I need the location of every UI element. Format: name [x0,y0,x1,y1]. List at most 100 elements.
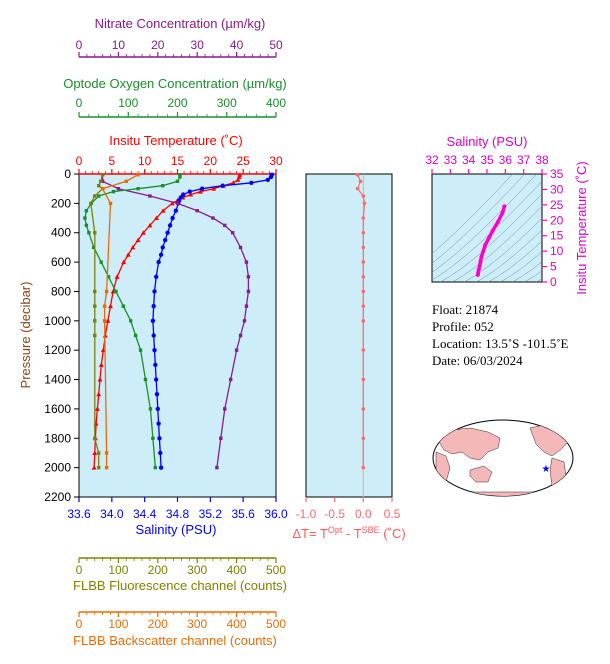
pressure-tick-label: 0 [64,167,71,181]
delta-point [361,436,366,441]
backscatter-tick-label: 200 [148,617,168,631]
ts-temperature-tick-label: 30 [550,182,564,196]
oxygen-axis-label: Optode Oxygen Concentration (µm/kg) [63,76,287,91]
temperature-point [230,180,236,185]
temperature-point [108,303,114,309]
ts-temperature-tick-label: 0 [550,275,557,289]
salinity-tick-label: 33.6 [67,507,91,521]
ts-isopycnal-curve [432,174,538,273]
salinity-point [153,274,159,279]
salinity-point [167,223,173,228]
backscatter-axis-label: FLBB Backscatter channel (counts) [73,633,277,648]
ts-salinity-axis-label: Salinity (PSU) [447,134,528,149]
delta-point [361,289,366,294]
ts-isopycnals [432,174,542,282]
salinity-point [150,318,156,324]
fluorescence-point [93,319,97,323]
salinity-point [181,192,186,197]
nitrate-point [234,348,239,352]
ts-temperature-tick-label: 25 [550,198,564,212]
backscatter-point [108,201,113,206]
temperature-point [121,259,127,265]
backscatter-point [124,179,128,184]
temperature-point [105,318,111,323]
pressure-tick-label: 2200 [44,490,71,504]
pressure-tick-label: 800 [51,284,71,298]
delta-tick-label: 0.5 [384,507,401,521]
backscatter-point [100,186,105,191]
delta-point [355,172,360,177]
nitrate-point [228,377,233,382]
salinity-point [156,421,161,426]
salinity-point [156,259,161,265]
ts-salinity-tick-label: 32 [425,153,439,167]
float-location-marker: ★ [542,464,551,475]
backscatter-tick-label: 400 [227,617,247,631]
profile-number: Profile: 052 [432,319,494,334]
ts-isopycnal-curve [432,174,526,264]
location: Location: 13.5˚S -101.5˚E [432,336,569,351]
salinity-point [173,208,179,213]
salinity-point [160,245,165,250]
salinity-point [249,180,254,186]
ts-isopycnal-curve [511,261,542,282]
salinity-tick-label: 36.0 [264,507,288,521]
nitrate-point [195,209,199,213]
pressure-tick-label: 2000 [44,461,71,475]
backscatter-point [136,173,140,177]
ts-panel-background [431,173,543,283]
fluorescence-point [93,289,97,294]
temperature-point [140,230,146,235]
pressure-tick-label: 1800 [44,431,71,445]
salinity-point [155,406,160,412]
delta-point [361,216,366,220]
ts-isopycnal-curve [499,251,542,282]
salinity-point [199,186,205,191]
salinity-point [157,436,162,441]
ts-isopycnal-curve [451,205,542,282]
temperature-point [153,215,159,221]
oxygen-tick-label: 0 [76,96,83,110]
delta-panel-background [305,173,393,498]
oxygen-point [106,275,111,279]
ts-point [500,210,505,215]
ts-temperature-tick-label: 20 [550,213,564,227]
world-map: ★ [432,419,574,497]
delta-tick-label: -0.5 [324,507,345,521]
temperature-tick-label: 15 [171,154,185,168]
salinity-point [158,450,163,456]
pressure-axis-label: Pressure (decibar) [18,282,33,389]
temperature-point [96,391,102,397]
ts-isopycnal-curve [487,240,542,282]
oxygen-point [175,179,180,184]
ts-isopycnal-curve [523,270,542,282]
fluorescence-point [93,194,97,198]
temperature-point [97,377,103,382]
temperature-point [211,186,217,191]
oxygen-point [83,216,87,220]
oxygen-point [138,348,143,352]
backscatter-tick-label: 500 [266,617,286,631]
ts-point [483,242,488,247]
temperature-point [135,237,141,243]
backscatter-point [102,319,107,323]
fluorescence-point [93,436,97,440]
salinity-axis-label: Salinity (PSU) [136,522,217,537]
delta-point [358,179,363,184]
ts-point [481,249,486,254]
delta-point [361,407,366,411]
pressure-tick-label: 1000 [44,314,71,328]
oxygen-point [151,436,155,440]
nitrate-point [223,223,227,228]
ts-salinity-tick-label: 34 [462,153,476,167]
temperature-tick-label: 30 [269,154,283,168]
temperature-point [94,406,100,411]
backscatter-point [104,289,109,294]
temperature-point [125,252,131,257]
oxygen-point [84,209,89,213]
salinity-point [152,347,157,353]
nitrate-tick-label: 30 [191,38,205,52]
ts-isopycnal-curve [463,217,542,282]
